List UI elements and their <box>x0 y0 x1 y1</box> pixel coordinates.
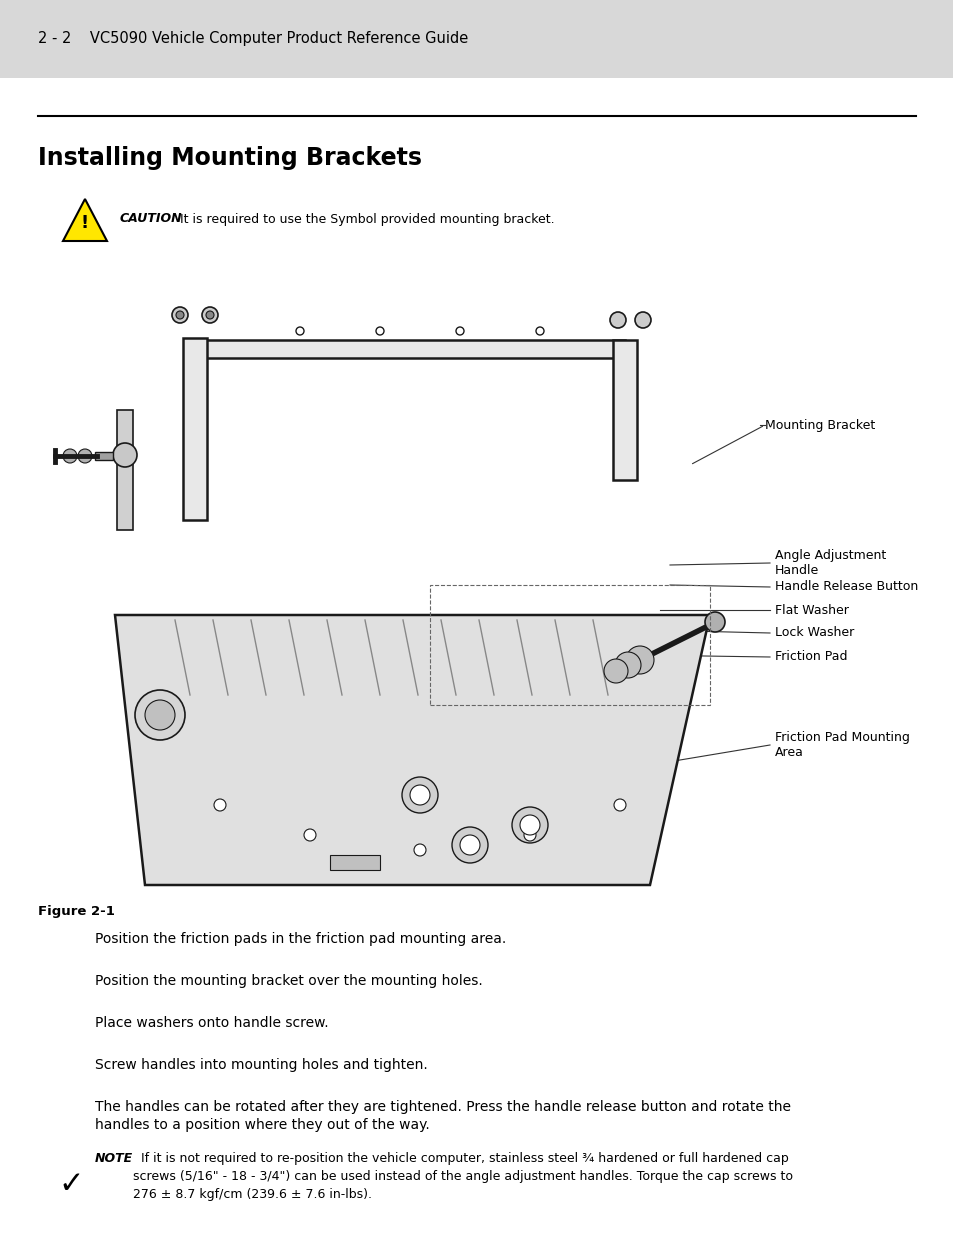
Circle shape <box>615 652 640 678</box>
Bar <box>117 410 132 530</box>
Circle shape <box>78 450 91 463</box>
Text: Position the mounting bracket over the mounting holes.: Position the mounting bracket over the m… <box>95 974 482 988</box>
Text: Position the friction pads in the friction pad mounting area.: Position the friction pads in the fricti… <box>95 932 506 946</box>
Text: ✓: ✓ <box>58 1170 84 1199</box>
Text: If it is not required to re-position the vehicle computer, stainless steel ¾ har: If it is not required to re-position the… <box>132 1152 792 1200</box>
Circle shape <box>456 327 463 335</box>
Circle shape <box>704 613 724 632</box>
Text: !: ! <box>81 214 89 232</box>
Text: Flat Washer: Flat Washer <box>774 604 848 616</box>
Circle shape <box>206 311 213 319</box>
Text: Angle Adjustment
Handle: Angle Adjustment Handle <box>774 550 885 577</box>
Text: Handle Release Button: Handle Release Button <box>774 580 918 594</box>
Circle shape <box>609 312 625 329</box>
Circle shape <box>172 308 188 324</box>
Circle shape <box>63 450 77 463</box>
Circle shape <box>625 646 654 674</box>
Circle shape <box>410 785 430 805</box>
Text: Lock Washer: Lock Washer <box>774 626 853 640</box>
Circle shape <box>635 312 650 329</box>
Circle shape <box>414 844 426 856</box>
Circle shape <box>523 829 536 841</box>
Circle shape <box>401 777 437 813</box>
Bar <box>330 855 379 869</box>
Circle shape <box>213 799 226 811</box>
Circle shape <box>519 815 539 835</box>
Bar <box>95 452 112 459</box>
Circle shape <box>295 327 304 335</box>
Circle shape <box>614 799 625 811</box>
Text: Friction Pad Mounting
Area: Friction Pad Mounting Area <box>774 731 909 760</box>
Circle shape <box>459 835 479 855</box>
Circle shape <box>202 308 218 324</box>
Text: Place washers onto handle screw.: Place washers onto handle screw. <box>95 1016 328 1030</box>
Text: Figure 2-1: Figure 2-1 <box>38 905 114 918</box>
Text: The handles can be rotated after they are tightened. Press the handle release bu: The handles can be rotated after they ar… <box>95 1100 790 1132</box>
Bar <box>194 340 624 358</box>
Circle shape <box>135 690 185 740</box>
Text: NOTE: NOTE <box>95 1152 133 1165</box>
Circle shape <box>512 806 547 844</box>
Bar <box>613 340 637 480</box>
Circle shape <box>452 827 488 863</box>
Circle shape <box>145 700 174 730</box>
Circle shape <box>603 659 627 683</box>
Bar <box>0 0 953 78</box>
Text: CAUTION: CAUTION <box>120 212 182 226</box>
Text: It is required to use the Symbol provided mounting bracket.: It is required to use the Symbol provide… <box>172 212 554 226</box>
Circle shape <box>175 311 184 319</box>
Text: Friction Pad: Friction Pad <box>774 651 846 663</box>
Circle shape <box>112 443 137 467</box>
Bar <box>430 585 709 705</box>
Text: 2 - 2    VC5090 Vehicle Computer Product Reference Guide: 2 - 2 VC5090 Vehicle Computer Product Re… <box>38 32 468 47</box>
Polygon shape <box>63 199 107 241</box>
Polygon shape <box>115 615 709 885</box>
Text: Installing Mounting Brackets: Installing Mounting Brackets <box>38 146 421 170</box>
Circle shape <box>536 327 543 335</box>
Circle shape <box>304 829 315 841</box>
Circle shape <box>375 327 384 335</box>
Text: Mounting Bracket: Mounting Bracket <box>764 419 874 431</box>
Text: Screw handles into mounting holes and tighten.: Screw handles into mounting holes and ti… <box>95 1058 427 1072</box>
Bar <box>183 338 207 520</box>
